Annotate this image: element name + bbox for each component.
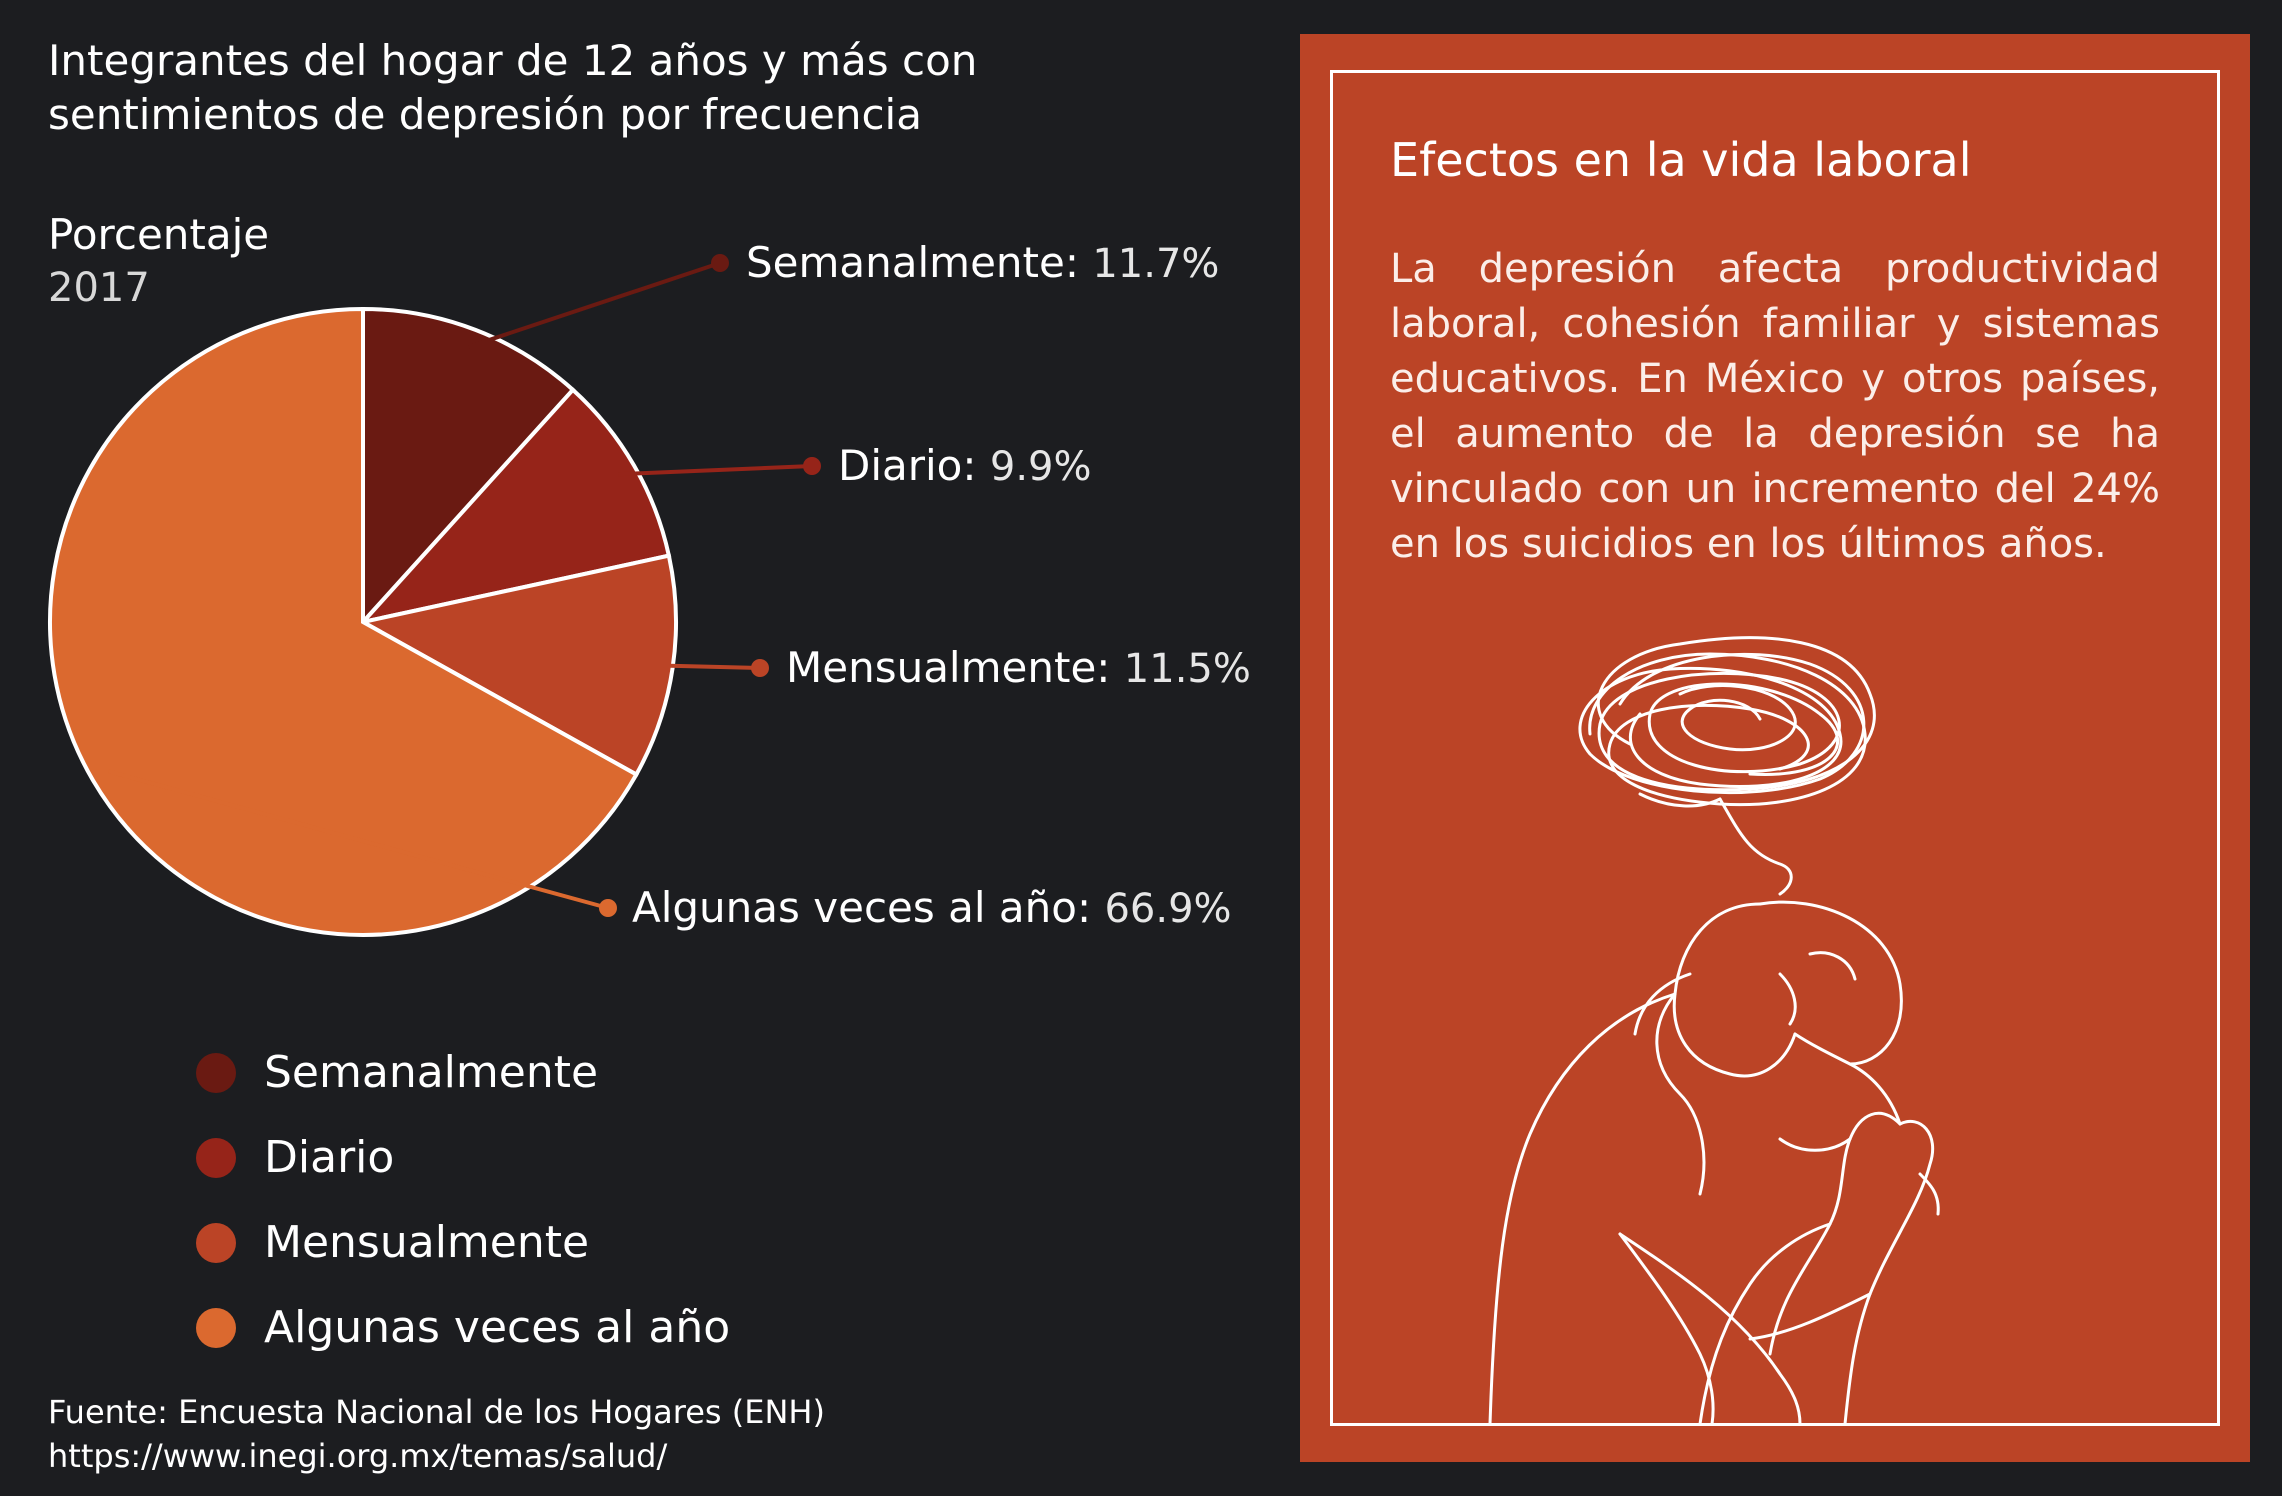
data-label-algunas-veces: Algunas veces al año: 66.9%: [632, 883, 1232, 932]
legend-item-mensualmente: Mensualmente: [196, 1200, 896, 1285]
chart-title-line-2: sentimientos de depresión por frecuencia: [48, 90, 922, 139]
pie-slice-mensualmente: [357, 553, 678, 778]
leader-dot-semanalmente: [711, 254, 729, 272]
pie-slice-semanalmente: [361, 306, 576, 628]
data-label-category: Algunas veces al año:: [632, 883, 1104, 932]
panel-title: Efectos en la vida laboral: [1390, 133, 1972, 187]
data-label-value: 11.7%: [1092, 241, 1219, 287]
leader-dot-mensualmente: [751, 659, 769, 677]
source-line: Fuente: Encuesta Nacional de los Hogares…: [48, 1393, 825, 1431]
data-label-mensualmente: Mensualmente: 11.5%: [786, 643, 1251, 692]
leader-line-diario: [618, 464, 813, 477]
legend-item-diario: Diario: [196, 1115, 896, 1200]
legend-label: Diario: [264, 1132, 395, 1183]
legend-label: Semanalmente: [264, 1047, 599, 1098]
leader-line-mensualmente: [654, 663, 761, 670]
legend-swatch: [196, 1307, 236, 1348]
legend: Semanalmente Diario Mensualmente Algunas…: [196, 1030, 896, 1370]
legend-swatch: [196, 1137, 236, 1178]
person-figure-icon: [1488, 900, 1940, 1424]
chart-title-line-1: Integrantes del hogar de 12 años y más c…: [48, 36, 978, 85]
depressed-person-line-art-icon: [1488, 636, 1940, 1424]
leader-line-semanalmente: [468, 261, 721, 349]
pie-chart: Semanalmente: 11.7% Diario: 9.9% Mensualme…: [48, 238, 1251, 937]
pie-slice-algunas-veces: [48, 306, 640, 937]
leader-line-algunas-veces: [108, 769, 609, 910]
unit-label: Porcentaje: [48, 210, 270, 259]
data-label-diario: Diario: 9.9%: [838, 441, 1092, 490]
year-label: 2017: [48, 265, 150, 311]
source-note: Fuente: Encuesta Nacional de los Hogares…: [48, 1390, 825, 1478]
pie-callouts: Semanalmente: 11.7% Diario: 9.9% Mensualme…: [108, 238, 1251, 932]
legend-label: Mensualmente: [264, 1217, 590, 1268]
data-label-value: 66.9%: [1104, 886, 1231, 932]
legend-item-semanalmente: Semanalmente: [196, 1030, 896, 1115]
legend-label: Algunas veces al año: [264, 1302, 731, 1353]
leader-dot-diario: [803, 457, 821, 475]
chart-title: Integrantes del hogar de 12 años y más c…: [48, 34, 1228, 142]
data-label-semanalmente: Semanalmente: 11.7%: [746, 238, 1219, 287]
scribble-brain-icon: [1578, 636, 1876, 896]
data-label-value: 11.5%: [1124, 646, 1251, 692]
pie-slices: [48, 306, 678, 937]
data-label-category: Mensualmente:: [786, 643, 1124, 692]
pie-slice-diario: [357, 387, 672, 626]
legend-item-algunas-veces: Algunas veces al año: [196, 1285, 896, 1370]
source-url: https://www.inegi.org.mx/temas/salud/: [48, 1437, 668, 1475]
panel-text: La depresión afecta productividad labora…: [1390, 246, 2160, 567]
info-panel: Efectos en la vida laboral La depresión …: [1300, 34, 2250, 1462]
data-label-category: Semanalmente:: [746, 238, 1092, 287]
leader-dot-algunas-veces: [599, 899, 617, 917]
legend-swatch: [196, 1052, 236, 1093]
panel-frame: [1330, 70, 2220, 1426]
data-label-category: Diario:: [838, 441, 990, 490]
legend-swatch: [196, 1222, 236, 1263]
data-label-value: 9.9%: [990, 444, 1092, 490]
